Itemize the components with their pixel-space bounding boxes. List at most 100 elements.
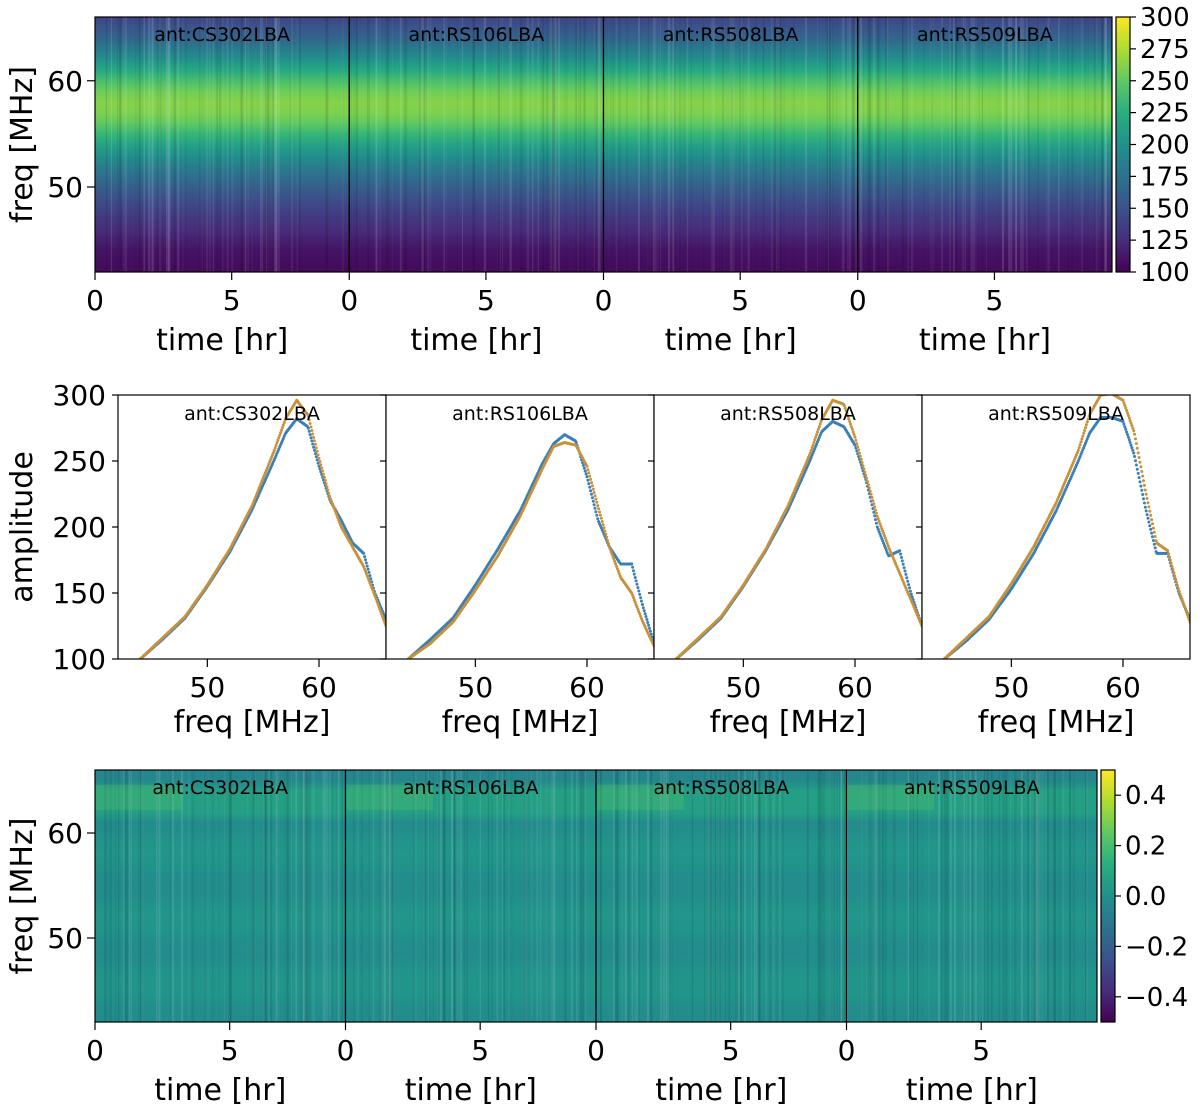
time-stripe	[424, 770, 427, 1022]
heatmap-stripes	[847, 770, 1088, 1022]
data-point	[876, 527, 880, 531]
data-point	[904, 572, 908, 576]
time-stripe	[388, 770, 390, 1022]
time-stripe	[618, 17, 621, 272]
data-point	[1145, 497, 1149, 500]
data-point	[845, 412, 849, 415]
data-point	[633, 576, 637, 579]
time-stripe	[427, 17, 430, 272]
data-point	[646, 621, 650, 624]
time-stripe	[1021, 17, 1024, 272]
data-point	[908, 589, 912, 593]
time-stripe	[610, 17, 612, 272]
time-stripe	[324, 770, 327, 1022]
data-point	[645, 618, 649, 621]
time-stripe	[728, 770, 730, 1022]
data-point	[853, 435, 857, 439]
data-point	[637, 589, 641, 593]
time-stripe	[105, 770, 108, 1022]
data-point	[336, 516, 340, 520]
data-point	[1123, 403, 1127, 407]
data-point	[617, 572, 621, 575]
data-point	[1148, 509, 1152, 513]
time-stripe	[740, 17, 743, 272]
time-stripe	[653, 17, 655, 272]
data-point	[635, 605, 639, 609]
time-stripe	[326, 770, 328, 1022]
time-stripe	[615, 17, 618, 272]
time-stripe	[912, 770, 914, 1022]
time-stripe	[998, 770, 1000, 1022]
x-tick-label: 0	[595, 284, 613, 317]
data-point	[310, 429, 314, 432]
data-point	[862, 467, 866, 471]
time-stripe	[647, 17, 649, 272]
colorbar-fill	[1101, 770, 1115, 1022]
data-point	[367, 579, 371, 582]
time-stripe	[1027, 17, 1028, 272]
data-point	[275, 441, 279, 445]
data-point	[1134, 463, 1138, 467]
time-stripe	[782, 770, 784, 1022]
time-stripe	[527, 770, 529, 1022]
time-stripe	[735, 770, 737, 1022]
data-point	[603, 529, 607, 533]
time-stripe	[583, 17, 586, 272]
x-tick-label: 0	[340, 284, 358, 317]
panel-ant-cs302lba: ant:CS302LBA 0 5 time [hr]	[86, 16, 350, 358]
time-stripe	[580, 770, 582, 1022]
data-point	[1129, 421, 1133, 425]
time-stripe	[848, 17, 851, 272]
data-point	[271, 451, 275, 455]
data-point	[313, 439, 316, 443]
data-point	[607, 545, 611, 549]
heatmap-stripes	[105, 17, 344, 272]
time-stripe	[613, 770, 615, 1022]
data-point	[591, 487, 595, 491]
time-stripe	[954, 770, 956, 1022]
panel-title: ant:RS508LBA	[720, 403, 856, 425]
data-point	[847, 417, 851, 421]
data-point	[1138, 460, 1142, 464]
time-stripe	[1069, 770, 1071, 1022]
time-stripe	[577, 17, 579, 272]
data-point	[810, 446, 814, 450]
time-stripe	[985, 17, 987, 272]
time-stripe	[289, 17, 291, 272]
data-point	[314, 455, 318, 459]
time-stripe	[878, 770, 881, 1022]
x-tick-label: 50	[726, 671, 762, 704]
data-point	[365, 574, 369, 578]
data-point	[908, 586, 911, 590]
time-stripe	[182, 17, 184, 272]
time-stripe	[902, 17, 903, 272]
data-point	[279, 431, 283, 435]
time-stripe	[331, 770, 333, 1022]
time-stripe	[219, 17, 222, 272]
time-stripe	[978, 770, 981, 1022]
time-stripe	[744, 770, 746, 1022]
x-tick-label: 60	[301, 671, 337, 704]
time-stripe	[817, 17, 818, 272]
time-stripe	[928, 770, 930, 1022]
data-point	[1172, 571, 1176, 575]
x-axis-label: time [hr]	[156, 323, 288, 358]
time-stripe	[130, 770, 132, 1022]
data-point	[877, 519, 881, 523]
data-point	[585, 464, 589, 468]
time-stripe	[873, 17, 876, 272]
time-stripe	[783, 17, 785, 272]
x-tick-label: 60	[837, 671, 873, 704]
data-point	[588, 474, 592, 478]
time-stripe	[969, 770, 972, 1022]
colorbar-tick-label: 125	[1140, 226, 1190, 256]
data-point	[877, 530, 881, 534]
data-point	[1145, 513, 1149, 517]
data-point	[325, 485, 329, 489]
data-point	[582, 466, 586, 470]
time-stripe	[829, 770, 832, 1022]
time-stripe	[265, 17, 268, 272]
time-stripe	[217, 770, 219, 1022]
time-stripe	[730, 17, 733, 272]
y-tick-label: 60	[47, 817, 83, 850]
